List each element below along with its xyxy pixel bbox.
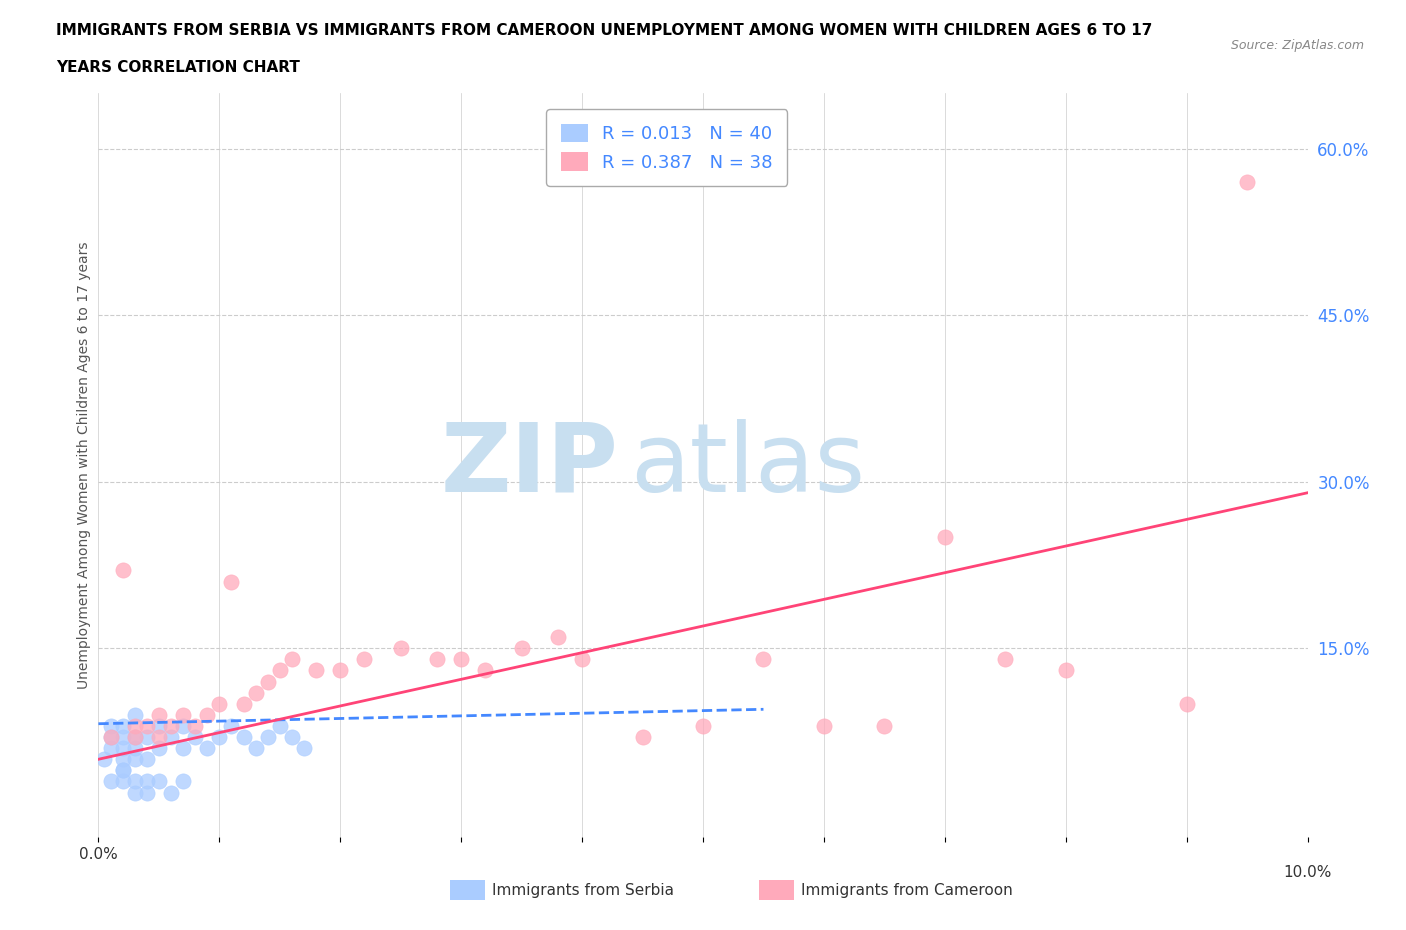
Point: [994, 652, 1017, 667]
Point: [111, 730, 134, 745]
Point: [135, 719, 157, 734]
Legend: R = 0.013   N = 40, R = 0.387   N = 38: R = 0.013 N = 40, R = 0.387 N = 38: [547, 110, 787, 186]
Point: [208, 730, 231, 745]
Point: [148, 730, 170, 745]
Point: [752, 652, 775, 667]
Point: [148, 740, 170, 755]
Point: [135, 785, 157, 800]
Point: [256, 730, 278, 745]
Text: YEARS CORRELATION CHART: YEARS CORRELATION CHART: [56, 60, 299, 75]
Text: Immigrants from Serbia: Immigrants from Serbia: [492, 884, 673, 898]
Point: [172, 708, 194, 723]
Point: [111, 719, 134, 734]
Point: [100, 730, 122, 745]
Point: [148, 708, 170, 723]
Point: [124, 719, 146, 734]
Point: [281, 730, 304, 745]
Point: [353, 652, 375, 667]
Point: [100, 774, 122, 789]
Text: IMMIGRANTS FROM SERBIA VS IMMIGRANTS FROM CAMEROON UNEMPLOYMENT AMONG WOMEN WITH: IMMIGRANTS FROM SERBIA VS IMMIGRANTS FRO…: [56, 23, 1153, 38]
Point: [184, 719, 207, 734]
Point: [124, 740, 146, 755]
Point: [426, 652, 449, 667]
Point: [631, 730, 654, 745]
Point: [292, 740, 315, 755]
Point: [124, 751, 146, 766]
Point: [172, 719, 194, 734]
Point: [232, 730, 254, 745]
Point: [269, 663, 291, 678]
Point: [450, 652, 472, 667]
Point: [135, 751, 157, 766]
Point: [124, 730, 146, 745]
Point: [148, 774, 170, 789]
Y-axis label: Unemployment Among Women with Children Ages 6 to 17 years: Unemployment Among Women with Children A…: [77, 241, 91, 689]
Text: Source: ZipAtlas.com: Source: ZipAtlas.com: [1230, 39, 1364, 52]
Point: [172, 774, 194, 789]
Point: [111, 763, 134, 777]
Point: [160, 730, 183, 745]
Point: [1054, 663, 1077, 678]
Point: [208, 697, 231, 711]
Text: Immigrants from Cameroon: Immigrants from Cameroon: [801, 884, 1014, 898]
Point: [148, 719, 170, 734]
Point: [692, 719, 714, 734]
Text: atlas: atlas: [630, 418, 866, 512]
Point: [124, 708, 146, 723]
Point: [389, 641, 412, 656]
Text: 10.0%: 10.0%: [1284, 865, 1331, 880]
Point: [245, 740, 267, 755]
Point: [329, 663, 352, 678]
Point: [195, 740, 218, 755]
Point: [111, 774, 134, 789]
Point: [93, 751, 115, 766]
Point: [510, 641, 533, 656]
Point: [221, 574, 243, 589]
Point: [474, 663, 496, 678]
Point: [124, 774, 146, 789]
Point: [135, 774, 157, 789]
Point: [135, 730, 157, 745]
Point: [547, 630, 569, 644]
Point: [100, 740, 122, 755]
Point: [256, 674, 278, 689]
Point: [1175, 697, 1198, 711]
Point: [281, 652, 304, 667]
Point: [160, 719, 183, 734]
Point: [124, 730, 146, 745]
Point: [245, 685, 267, 700]
Point: [232, 697, 254, 711]
Point: [111, 751, 134, 766]
Point: [100, 719, 122, 734]
Point: [100, 730, 122, 745]
Point: [873, 719, 896, 734]
Point: [172, 740, 194, 755]
Point: [934, 530, 956, 545]
Point: [305, 663, 328, 678]
Point: [184, 730, 207, 745]
Point: [1236, 175, 1258, 190]
Point: [195, 708, 218, 723]
Point: [160, 785, 183, 800]
Point: [111, 763, 134, 777]
Point: [813, 719, 835, 734]
Text: ZIP: ZIP: [440, 418, 619, 512]
Point: [124, 785, 146, 800]
Point: [111, 563, 134, 578]
Point: [269, 719, 291, 734]
Point: [571, 652, 593, 667]
Point: [221, 719, 243, 734]
Point: [111, 740, 134, 755]
